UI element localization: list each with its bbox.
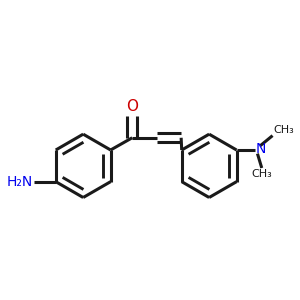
Text: H₂N: H₂N — [7, 175, 33, 189]
Text: O: O — [126, 99, 138, 114]
Text: CH₃: CH₃ — [251, 169, 272, 179]
Text: CH₃: CH₃ — [273, 125, 294, 135]
Text: N: N — [255, 142, 266, 156]
